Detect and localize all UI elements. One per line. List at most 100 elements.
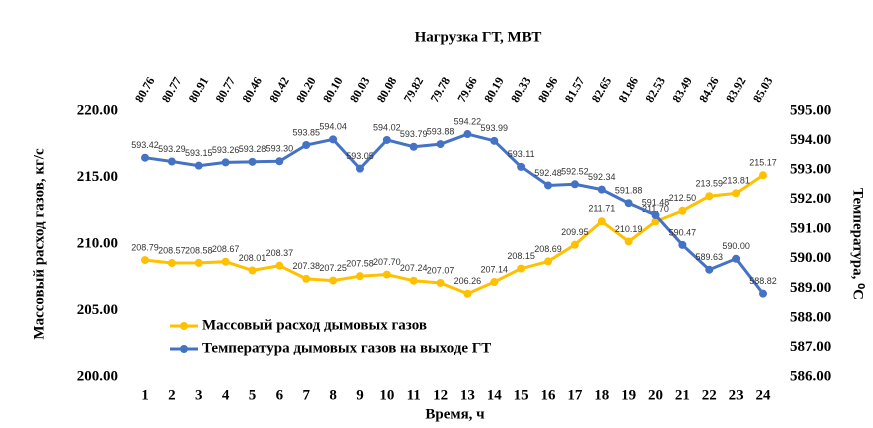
data-label: 594.04	[319, 122, 347, 132]
data-label: 592.48	[534, 168, 562, 178]
point	[302, 274, 311, 283]
point	[544, 181, 553, 190]
point	[355, 272, 364, 281]
data-label: 213.59	[695, 179, 723, 189]
data-label: 593.05	[346, 151, 374, 161]
x-tick-label: 6	[276, 387, 284, 403]
point	[678, 206, 687, 215]
x-tick-label: 5	[249, 387, 257, 403]
data-label: 208.69	[534, 244, 562, 254]
point	[732, 189, 741, 198]
point	[490, 278, 499, 287]
point	[167, 259, 176, 268]
legend-marker	[180, 322, 188, 330]
point	[194, 161, 203, 170]
data-label: 593.99	[481, 123, 509, 133]
point	[517, 162, 526, 171]
point	[490, 136, 499, 145]
x-tick-label: 13	[460, 387, 475, 403]
data-label: 593.29	[158, 144, 186, 154]
data-label: 208.15	[507, 251, 535, 261]
data-label: 207.07	[427, 265, 455, 275]
x-tick-label: 11	[407, 387, 421, 403]
point	[436, 140, 445, 149]
point	[624, 237, 633, 246]
x-tick-label: 21	[675, 387, 690, 403]
x-tick-label: 16	[541, 387, 557, 403]
x-tick-label: 4	[222, 387, 230, 403]
data-label: 208.67	[212, 244, 240, 254]
point	[355, 164, 364, 173]
point	[248, 157, 257, 166]
data-label: 207.58	[346, 259, 374, 269]
point	[732, 254, 741, 263]
x-tick-label: 9	[356, 387, 364, 403]
data-label: 213.81	[722, 176, 750, 186]
data-label: 591.88	[615, 186, 643, 196]
x-tick-label: 23	[729, 387, 744, 403]
data-label: 207.24	[400, 263, 428, 273]
point	[382, 270, 391, 279]
data-label: 207.14	[481, 264, 509, 274]
data-label: 588.82	[749, 276, 777, 286]
point	[678, 240, 687, 249]
point	[570, 240, 579, 249]
y2-tick-label: 593.00	[790, 162, 831, 178]
data-label: 208.01	[239, 253, 267, 263]
y2-tick-label: 591.00	[790, 221, 831, 237]
y-tick-label: 205.00	[77, 302, 118, 318]
legend-label: Температура дымовых газов на выходе ГТ	[202, 340, 491, 356]
data-label: 211.70	[642, 204, 669, 214]
data-label: 590.00	[722, 241, 750, 251]
point	[705, 265, 714, 274]
point	[302, 140, 311, 149]
data-label: 591.48	[642, 197, 670, 207]
data-label: 208.58	[185, 245, 213, 255]
data-label: 209.95	[561, 227, 589, 237]
chart-title: Нагрузка ГТ, МВТ	[415, 29, 542, 45]
y2-tick-label: 592.00	[790, 191, 831, 207]
point	[275, 261, 284, 270]
point	[463, 130, 472, 139]
data-label: 593.42	[131, 140, 159, 150]
x-tick-label: 8	[329, 387, 337, 403]
point	[167, 157, 176, 166]
data-label: 593.85	[292, 127, 320, 137]
x-tick-label: 10	[379, 387, 394, 403]
point	[409, 142, 418, 151]
data-label: 594.02	[373, 122, 401, 132]
data-label: 592.34	[588, 172, 616, 182]
data-label: 207.38	[292, 261, 320, 271]
y2-axis-title: Температура, ⁰С	[850, 188, 866, 300]
x-tick-label: 22	[702, 387, 717, 403]
data-label: 593.11	[508, 149, 535, 159]
point	[517, 264, 526, 273]
point	[759, 289, 767, 298]
point	[275, 157, 284, 166]
data-label: 593.88	[427, 126, 455, 136]
data-label: 593.28	[239, 144, 267, 154]
point	[570, 180, 579, 189]
point	[705, 192, 714, 201]
data-label: 589.63	[695, 252, 723, 262]
y2-tick-label: 589.00	[790, 280, 831, 296]
data-label: 594.22	[454, 116, 482, 126]
point	[248, 266, 257, 275]
point	[759, 171, 767, 180]
y-tick-label: 215.00	[77, 169, 118, 185]
point	[651, 211, 660, 220]
x-tick-label: 14	[487, 387, 503, 403]
x-tick-label: 15	[514, 387, 529, 403]
data-label: 593.15	[185, 148, 213, 158]
x-tick-label: 18	[594, 387, 609, 403]
data-label: 206.26	[454, 276, 482, 286]
point	[597, 217, 606, 226]
y2-tick-label: 587.00	[790, 339, 831, 355]
data-label: 593.79	[400, 129, 428, 139]
x-tick-label: 24	[756, 387, 772, 403]
y2-tick-label: 594.00	[790, 132, 831, 148]
data-label: 215.17	[749, 158, 777, 168]
x-tick-label: 1	[141, 387, 149, 403]
point	[221, 158, 230, 167]
